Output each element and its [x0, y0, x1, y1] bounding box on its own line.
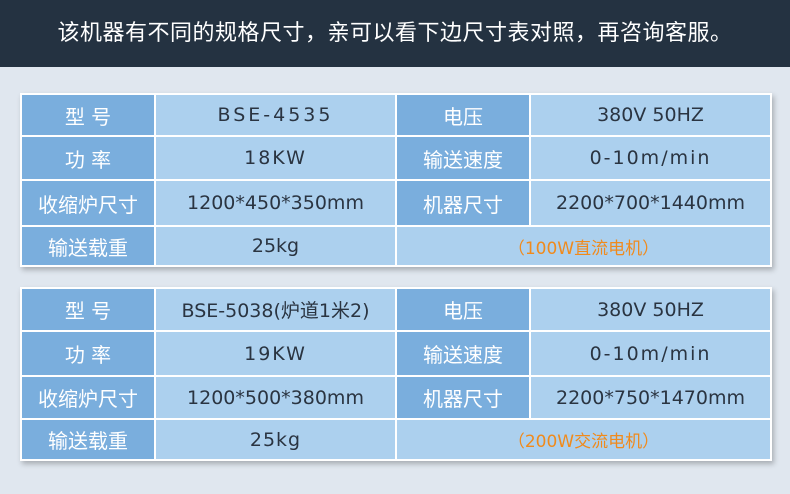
label-model: 型 号 [20, 287, 156, 332]
label-power: 功 率 [20, 330, 156, 377]
label-voltage: 电压 [395, 93, 531, 137]
label-oven-size: 收缩炉尺寸 [20, 375, 156, 420]
label-load: 输送载重 [20, 225, 156, 267]
label-machine-size: 机器尺寸 [395, 179, 531, 227]
motor-note: （200W交流电机） [395, 418, 772, 461]
value-model: BSE-4535 [154, 93, 397, 137]
motor-note: （100W直流电机） [395, 225, 772, 267]
table-row: 型 号 BSE-4535 电压 380V 50HZ [20, 93, 772, 137]
value-speed: 0-10m/min [529, 135, 772, 181]
value-speed: 0-10m/min [529, 330, 772, 377]
value-voltage: 380V 50HZ [529, 93, 772, 137]
value-model: BSE-5038(炉道1米2) [154, 287, 397, 332]
label-speed: 输送速度 [395, 135, 531, 181]
table-row: 输送载重 25kg （200W交流电机） [20, 418, 772, 461]
value-machine-size: 2200*750*1470mm [529, 375, 772, 420]
table-row: 收缩炉尺寸 1200*500*380mm 机器尺寸 2200*750*1470m… [20, 375, 772, 420]
label-machine-size: 机器尺寸 [395, 375, 531, 420]
value-power: 19KW [154, 330, 397, 377]
value-oven-size: 1200*450*350mm [154, 179, 397, 227]
value-oven-size: 1200*500*380mm [154, 375, 397, 420]
table-row: 功 率 18KW 输送速度 0-10m/min [20, 135, 772, 181]
spec-table-2: 型 号 BSE-5038(炉道1米2) 电压 380V 50HZ 功 率 19K… [20, 287, 772, 461]
value-load: 25kg [154, 418, 397, 461]
label-speed: 输送速度 [395, 330, 531, 377]
label-oven-size: 收缩炉尺寸 [20, 179, 156, 227]
value-power: 18KW [154, 135, 397, 181]
value-voltage: 380V 50HZ [529, 287, 772, 332]
table-row: 型 号 BSE-5038(炉道1米2) 电压 380V 50HZ [20, 287, 772, 332]
label-load: 输送载重 [20, 418, 156, 461]
table-row: 输送载重 25kg （100W直流电机） [20, 225, 772, 267]
label-voltage: 电压 [395, 287, 531, 332]
value-machine-size: 2200*700*1440mm [529, 179, 772, 227]
label-power: 功 率 [20, 135, 156, 181]
value-load: 25kg [154, 225, 397, 267]
table-row: 收缩炉尺寸 1200*450*350mm 机器尺寸 2200*700*1440m… [20, 179, 772, 227]
table-row: 功 率 19KW 输送速度 0-10m/min [20, 330, 772, 377]
label-model: 型 号 [20, 93, 156, 137]
header-banner: 该机器有不同的规格尺寸，亲可以看下边尺寸表对照，再咨询客服。 [0, 0, 790, 67]
spec-table-1: 型 号 BSE-4535 电压 380V 50HZ 功 率 18KW 输送速度 … [20, 93, 772, 267]
